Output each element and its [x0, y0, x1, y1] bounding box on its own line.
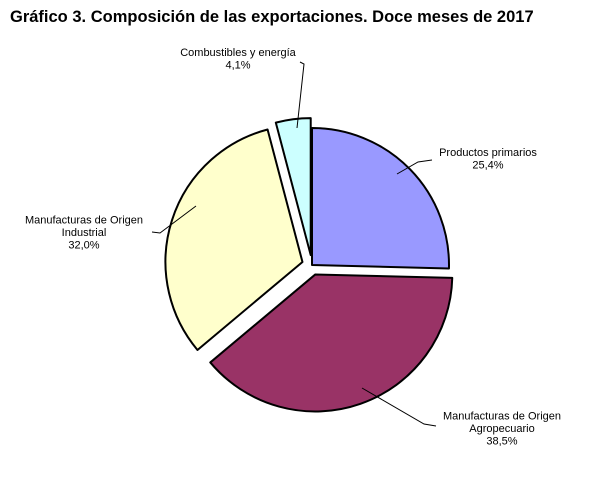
slice-value-label-2: 32,0% [68, 240, 99, 252]
slice-value-label-3: 4,1% [225, 59, 250, 71]
pie-slice-1 [209, 273, 454, 413]
slice-name-line-0-0: Productos primarios [439, 147, 537, 159]
slice-name-line-1-0: Manufacturas de Origen [443, 411, 561, 423]
slice-name-line-3-0: Combustibles y energía [180, 47, 296, 59]
pie-slice-3 [274, 117, 312, 257]
pie-slice-0 [311, 127, 450, 270]
leader-line-0 [396, 159, 433, 175]
slice-label-3: Combustibles y energía 4,1% [180, 47, 296, 72]
slice-value-label-0: 25,4% [472, 159, 503, 171]
slice-label-0: Productos primarios 25,4% [439, 147, 537, 172]
pie-slice-2 [164, 128, 304, 351]
leader-line-3 [296, 61, 305, 129]
chart-title: Gráfico 3. Composición de las exportacio… [10, 8, 534, 26]
leader-line-1 [361, 387, 437, 427]
slice-value-label-1: 38,5% [486, 436, 517, 448]
slice-name-line-2-1: Industrial [62, 227, 107, 239]
slice-name-line-2-0: Manufacturas de Origen [25, 215, 143, 227]
slice-name-line-1-1: Agropecuario [469, 423, 534, 435]
leader-line-2 [151, 205, 197, 234]
slice-label-2: Manufacturas de Origen Industrial 32,0% [25, 215, 143, 252]
slice-label-1: Manufacturas de Origen Agropecuario 38,5% [443, 411, 561, 448]
